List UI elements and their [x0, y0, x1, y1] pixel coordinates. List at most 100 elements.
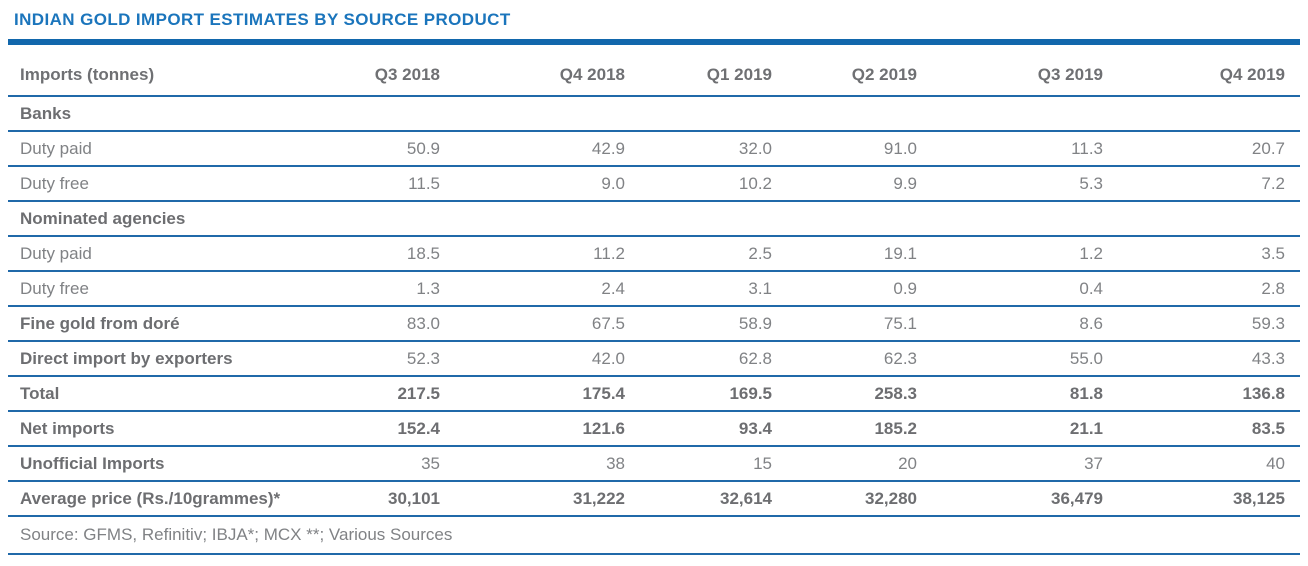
- table-row: Unofficial Imports 35 38 15 20 37 40: [8, 446, 1300, 482]
- cell-value: 2.8: [1118, 271, 1300, 307]
- title-divider: [8, 39, 1300, 45]
- table-row: Duty free 1.3 2.4 3.1 0.9 0.4 2.8: [8, 271, 1300, 307]
- cell-value: 2.5: [640, 236, 787, 272]
- cell-value: 152.4: [325, 411, 455, 447]
- column-header: Q3 2018: [325, 45, 455, 97]
- cell-value: 31,222: [455, 481, 640, 517]
- cell-value: 36,479: [932, 481, 1118, 517]
- cell-value: 169.5: [640, 376, 787, 412]
- column-header: Q1 2019: [640, 45, 787, 97]
- cell-value: [325, 96, 455, 132]
- cell-value: 20: [787, 446, 932, 482]
- cell-value: 62.8: [640, 341, 787, 377]
- cell-value: 9.0: [455, 166, 640, 202]
- cell-value: 3.5: [1118, 236, 1300, 272]
- cell-value: 37: [932, 446, 1118, 482]
- cell-value: 81.8: [932, 376, 1118, 412]
- cell-value: 0.4: [932, 271, 1118, 307]
- cell-value: 185.2: [787, 411, 932, 447]
- cell-value: 91.0: [787, 131, 932, 167]
- table-row: Net imports 152.4 121.6 93.4 185.2 21.1 83.5: [8, 411, 1300, 447]
- table-body: Banks Duty paid 50.9 42.9 32.0 91.0 11.3 20.7 Du…: [8, 96, 1300, 517]
- cell-value: 11.2: [455, 236, 640, 272]
- cell-value: 50.9: [325, 131, 455, 167]
- cell-value: 75.1: [787, 306, 932, 342]
- cell-value: 7.2: [1118, 166, 1300, 202]
- cell-value: 67.5: [455, 306, 640, 342]
- cell-value: [787, 201, 932, 237]
- cell-value: [455, 201, 640, 237]
- cell-value: 10.2: [640, 166, 787, 202]
- cell-value: [455, 96, 640, 132]
- row-label: Direct import by exporters: [8, 341, 325, 377]
- cell-value: 32,280: [787, 481, 932, 517]
- cell-value: 83.5: [1118, 411, 1300, 447]
- table-row: Duty paid 18.5 11.2 2.5 19.1 1.2 3.5: [8, 236, 1300, 272]
- table-row: Average price (Rs./10grammes)* 30,101 31,2…: [8, 481, 1300, 517]
- table-row: Fine gold from doré 83.0 67.5 58.9 75.1 8.6 59…: [8, 306, 1300, 342]
- cell-value: 136.8: [1118, 376, 1300, 412]
- row-label: Unofficial Imports: [8, 446, 325, 482]
- cell-value: 58.9: [640, 306, 787, 342]
- cell-value: 62.3: [787, 341, 932, 377]
- cell-value: 42.0: [455, 341, 640, 377]
- cell-value: 30,101: [325, 481, 455, 517]
- cell-value: 18.5: [325, 236, 455, 272]
- cell-value: 9.9: [787, 166, 932, 202]
- header-row: Imports (tonnes) Q3 2018 Q4 2018 Q1 2019 Q2 …: [8, 45, 1300, 97]
- cell-value: 1.2: [932, 236, 1118, 272]
- table-row: Duty paid 50.9 42.9 32.0 91.0 11.3 20.7: [8, 131, 1300, 167]
- cell-value: 15: [640, 446, 787, 482]
- cell-value: 8.6: [932, 306, 1118, 342]
- table-row: Duty free 11.5 9.0 10.2 9.9 5.3 7.2: [8, 166, 1300, 202]
- cell-value: [787, 96, 932, 132]
- cell-value: 93.4: [640, 411, 787, 447]
- row-label: Banks: [8, 96, 325, 132]
- cell-value: [932, 96, 1118, 132]
- cell-value: [640, 96, 787, 132]
- cell-value: 32.0: [640, 131, 787, 167]
- row-label: Nominated agencies: [8, 201, 325, 237]
- cell-value: 35: [325, 446, 455, 482]
- cell-value: 83.0: [325, 306, 455, 342]
- cell-value: 121.6: [455, 411, 640, 447]
- cell-value: 11.5: [325, 166, 455, 202]
- imports-table: Imports (tonnes) Q3 2018 Q4 2018 Q1 2019 Q2 …: [8, 45, 1300, 517]
- row-label: Duty free: [8, 166, 325, 202]
- cell-value: 217.5: [325, 376, 455, 412]
- column-header: Q3 2019: [932, 45, 1118, 97]
- row-label: Fine gold from doré: [8, 306, 325, 342]
- cell-value: 175.4: [455, 376, 640, 412]
- cell-value: 38: [455, 446, 640, 482]
- cell-value: 32,614: [640, 481, 787, 517]
- cell-value: 258.3: [787, 376, 932, 412]
- table-row: Nominated agencies: [8, 201, 1300, 237]
- table-row: Direct import by exporters 52.3 42.0 62.8 62…: [8, 341, 1300, 377]
- cell-value: 40: [1118, 446, 1300, 482]
- column-header: Q4 2018: [455, 45, 640, 97]
- row-label: Total: [8, 376, 325, 412]
- cell-value: 11.3: [932, 131, 1118, 167]
- cell-value: 3.1: [640, 271, 787, 307]
- table-row: Total 217.5 175.4 169.5 258.3 81.8 136.8: [8, 376, 1300, 412]
- column-header: Q4 2019: [1118, 45, 1300, 97]
- cell-value: 43.3: [1118, 341, 1300, 377]
- row-label: Duty paid: [8, 236, 325, 272]
- cell-value: 52.3: [325, 341, 455, 377]
- source-note: Source: GFMS, Refinitiv; IBJA*; MCX **; …: [8, 517, 1300, 555]
- column-header: Imports (tonnes): [8, 45, 325, 97]
- cell-value: 38,125: [1118, 481, 1300, 517]
- cell-value: [1118, 96, 1300, 132]
- cell-value: 2.4: [455, 271, 640, 307]
- column-header: Q2 2019: [787, 45, 932, 97]
- cell-value: [325, 201, 455, 237]
- cell-value: 42.9: [455, 131, 640, 167]
- row-label: Average price (Rs./10grammes)*: [8, 481, 325, 517]
- cell-value: 20.7: [1118, 131, 1300, 167]
- cell-value: [932, 201, 1118, 237]
- row-label: Duty free: [8, 271, 325, 307]
- cell-value: [640, 201, 787, 237]
- cell-value: 59.3: [1118, 306, 1300, 342]
- table-row: Banks: [8, 96, 1300, 132]
